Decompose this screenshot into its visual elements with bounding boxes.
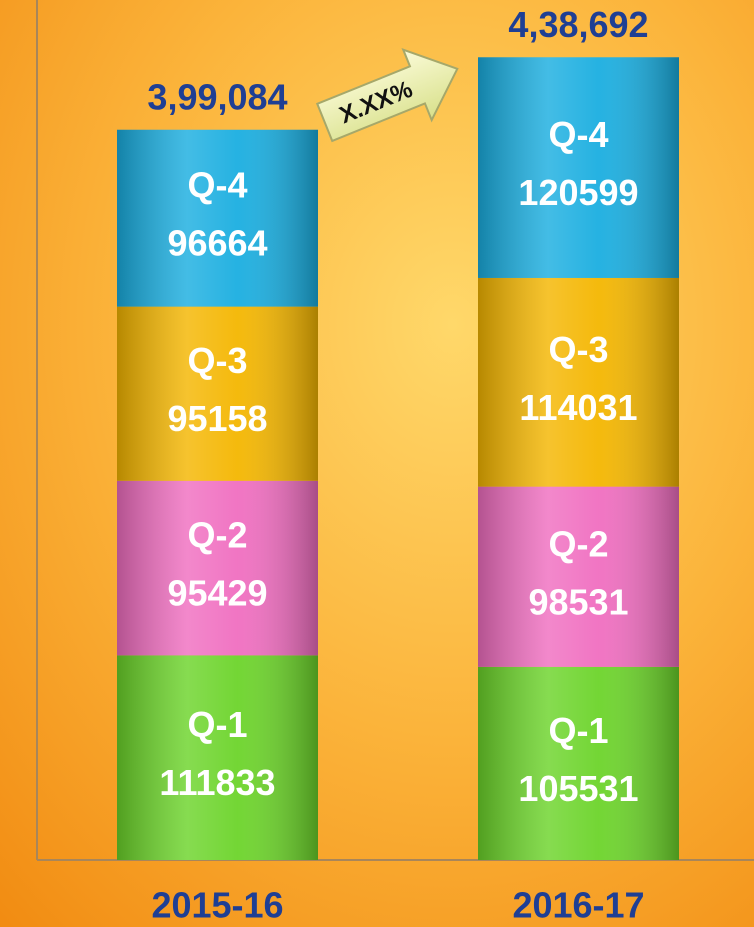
bar-shade — [478, 278, 679, 487]
bar-shade — [117, 307, 318, 481]
segment-value: 98531 — [528, 581, 628, 622]
chart: X.XX% Q-1111833Q-295429Q-395158Q-4966643… — [0, 0, 754, 927]
bar-shade — [117, 481, 318, 656]
bar-shade — [117, 130, 318, 307]
segment-name: Q-2 — [187, 515, 247, 556]
bar-shade — [478, 667, 679, 860]
segment-name: Q-4 — [187, 165, 247, 206]
total-label: 3,99,084 — [147, 76, 287, 117]
bar-shade — [478, 57, 679, 278]
segment-value: 114031 — [519, 387, 637, 428]
bar-shade — [117, 655, 318, 860]
segment-name: Q-4 — [548, 114, 608, 155]
segment-value: 95429 — [167, 573, 267, 614]
segment-value: 96664 — [167, 223, 267, 264]
x-tick-label: 2016-17 — [512, 885, 644, 926]
segment-value: 95158 — [167, 398, 267, 439]
segment-value: 120599 — [518, 172, 638, 213]
segment-value: 111833 — [159, 762, 275, 803]
segment-name: Q-1 — [187, 704, 247, 745]
segment-name: Q-3 — [548, 329, 608, 370]
bar-shade — [478, 487, 679, 667]
segment-name: Q-1 — [548, 710, 608, 751]
x-tick-label: 2015-16 — [151, 885, 283, 926]
total-label: 4,38,692 — [508, 4, 648, 45]
segment-name: Q-3 — [187, 340, 247, 381]
segment-value: 105531 — [518, 768, 638, 809]
segment-name: Q-2 — [548, 523, 608, 564]
